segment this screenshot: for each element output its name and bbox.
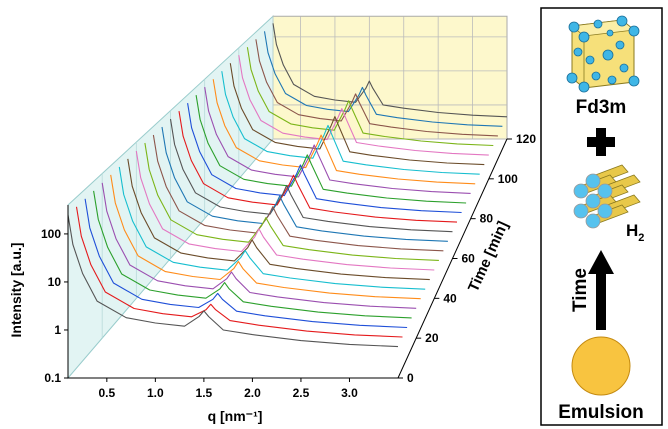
cylinders-icon: [573, 164, 641, 229]
x-tick-label: 3.0: [341, 386, 358, 400]
curve: [178, 111, 458, 223]
back-wall: [272, 15, 508, 140]
curve: [272, 23, 508, 118]
y-axis-title: Intensity [a.u.]: [8, 243, 24, 338]
x-axis-title: q [nm⁻¹]: [208, 408, 263, 424]
curve: [169, 118, 453, 233]
curve: [161, 126, 448, 242]
emulsion-icon: [571, 336, 631, 396]
x-tick-label: 1.0: [147, 386, 164, 400]
grid: [67, 16, 507, 378]
x-tick-label: 2.0: [244, 386, 261, 400]
y-tick-label: 1: [54, 323, 61, 337]
curve: [84, 198, 408, 329]
curve: [187, 103, 462, 214]
plus-sign: [587, 137, 615, 147]
crystal-icon: [566, 15, 640, 93]
emulsion-label: Emulsion: [558, 402, 644, 423]
y-tick-label: 10: [48, 275, 62, 289]
curve: [75, 206, 403, 338]
z-tick-label: 40: [443, 291, 457, 305]
curve: [144, 142, 439, 261]
curve: [127, 158, 430, 281]
curve: [93, 190, 412, 319]
curve: [101, 182, 417, 309]
curve: [263, 31, 503, 127]
curve: [204, 87, 471, 194]
z-tick-label: 80: [480, 212, 494, 226]
z-tick-label: 0: [407, 371, 414, 385]
curve: [238, 55, 489, 156]
arrow-label: Time: [570, 268, 591, 312]
arrow-head: [588, 250, 614, 274]
curve: [110, 174, 421, 300]
curve: [118, 166, 426, 290]
structure-label: Fd3m: [576, 97, 627, 118]
y-tick-label: 100: [41, 227, 61, 241]
curve: [135, 150, 435, 271]
curve: [221, 71, 480, 175]
curve: [212, 79, 476, 185]
x-tick-label: 2.5: [293, 386, 310, 400]
side-panel: Fd3m H2 Time Emulsion: [540, 7, 663, 426]
z-tick-label: 100: [498, 172, 518, 186]
curve: [229, 63, 485, 166]
z-tick-label: 20: [425, 331, 439, 345]
arrow-shaft: [596, 272, 606, 330]
phase-label-main: H: [626, 221, 638, 240]
curve: [152, 134, 444, 252]
curve: [195, 95, 467, 204]
phase-label-sub: 2: [638, 232, 644, 244]
curve: [246, 47, 494, 147]
x-tick-label: 1.5: [196, 386, 213, 400]
phase-label: H2: [626, 221, 644, 244]
axes: 0.5 1.0 1.5 2.0 2.5 3.0 0.1 1 10 100 0 20 40 60 80 100 1…: [41, 132, 536, 400]
curve: [255, 39, 498, 137]
curve: [67, 214, 399, 348]
z-tick-label: 60: [461, 252, 475, 266]
y-tick-label: 0.1: [44, 371, 61, 385]
curves: [67, 23, 508, 348]
x-tick-label: 0.5: [98, 386, 115, 400]
z-tick-label: 120: [516, 132, 536, 146]
